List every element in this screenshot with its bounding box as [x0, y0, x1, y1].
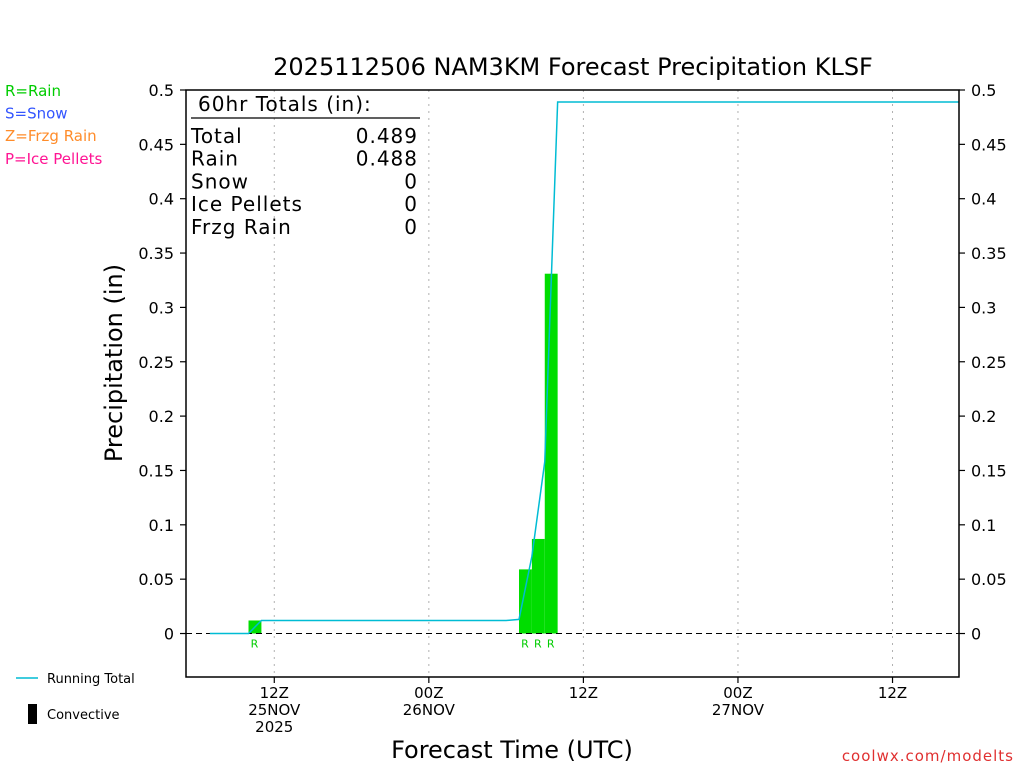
credit-text: coolwx.com/modelts — [842, 747, 1014, 765]
totals-row-label: Frzg Rain — [191, 215, 292, 239]
x-tick-label: 25NOV — [248, 701, 301, 719]
x-tick-label: 26NOV — [403, 701, 456, 719]
y-tick-label-left: 0.3 — [149, 298, 174, 317]
y-tick-label-left: 0 — [164, 625, 174, 644]
y-tick-label-right: 0.3 — [971, 298, 996, 317]
y-tick-label-left: 0.5 — [149, 81, 174, 100]
legend-entry: R=Rain — [5, 82, 61, 100]
y-tick-label-right: 0.4 — [971, 190, 996, 209]
precip-bar — [531, 538, 545, 634]
y-tick-label-left: 0.25 — [138, 353, 174, 372]
x-axis-label: Forecast Time (UTC) — [391, 736, 633, 764]
y-axis-label: Precipitation (in) — [100, 264, 128, 462]
precip-type-letter: R — [251, 638, 260, 651]
totals-row-label: Snow — [191, 169, 249, 193]
precip-bars — [248, 273, 558, 634]
y-tick-label-right: 0.15 — [971, 461, 1007, 480]
y-tick-label-right: 0.05 — [971, 570, 1007, 589]
x-tick-label: 12Z — [569, 684, 598, 702]
totals-header: 60hr Totals (in): — [198, 92, 372, 116]
totals-row-value: 0 — [404, 169, 418, 193]
convective-swatch — [28, 704, 37, 724]
x-tick-label: 00Z — [723, 684, 752, 702]
series-legend: Running Total Convective — [16, 672, 135, 724]
totals-row-value: 0.489 — [356, 124, 418, 148]
totals-row-label: Ice Pellets — [191, 192, 303, 216]
y-tick-label-left: 0.05 — [138, 570, 174, 589]
y-axis-left: 0 0.05 0.1 0.15 0.2 0.25 0.3 0.35 0.4 0.45 0.5 — [138, 81, 186, 644]
precip-bar — [519, 569, 532, 634]
precip-type-letter: R — [534, 638, 543, 651]
chart-title: 2025112506 NAM3KM Forecast Precipitation… — [273, 53, 873, 81]
y-tick-label-right: 0 — [971, 625, 981, 644]
y-tick-label-right: 0.25 — [971, 353, 1007, 372]
y-tick-label-left: 0.4 — [149, 190, 174, 209]
y-tick-label-left: 0.15 — [138, 461, 174, 480]
x-tick-label: 12Z — [260, 684, 289, 702]
legend-entry: S=Snow — [5, 105, 68, 123]
plot-frame — [185, 89, 960, 678]
totals-row-value: 0.488 — [356, 147, 418, 171]
precip-type-legend: R=Rain S=Snow Z=Frzg Rain P=Ice Pellets — [5, 82, 102, 168]
y-axis-right: 0 0.05 0.1 0.15 0.2 0.25 0.3 0.35 0.4 0.45 0.5 — [959, 81, 1007, 644]
running-total-line — [209, 101, 959, 635]
precip-type-letter: R — [521, 638, 530, 651]
totals-row-label: Total — [190, 124, 243, 148]
legend-line-label: Running Total — [47, 672, 135, 687]
y-tick-label-right: 0.35 — [971, 244, 1007, 263]
x-tick-label: 27NOV — [712, 701, 765, 719]
totals-row-value: 0 — [404, 192, 418, 216]
y-tick-label-right: 0.1 — [971, 516, 996, 535]
legend-line-label: Convective — [47, 708, 120, 723]
legend-entry: P=Ice Pellets — [5, 150, 102, 168]
y-tick-label-right: 0.45 — [971, 135, 1007, 154]
precip-bar — [544, 273, 558, 634]
precip-type-letter: R — [547, 638, 556, 651]
y-tick-label-left: 0.35 — [138, 244, 174, 263]
totals-row-label: Rain — [191, 147, 239, 171]
totals-box: 60hr Totals (in): Total 0.489 Rain 0.488 Snow… — [190, 92, 420, 239]
grid-lines — [273, 90, 894, 677]
legend-entry: Z=Frzg Rain — [5, 127, 97, 145]
x-tick-label: 2025 — [255, 718, 293, 736]
y-tick-label-right: 0.2 — [971, 407, 996, 426]
y-tick-label-right: 0.5 — [971, 81, 996, 100]
y-tick-label-left: 0.1 — [149, 516, 174, 535]
y-tick-label-left: 0.2 — [149, 407, 174, 426]
y-tick-label-left: 0.45 — [138, 135, 174, 154]
totals-row-value: 0 — [404, 215, 418, 239]
x-tick-label: 12Z — [878, 684, 907, 702]
x-tick-label: 00Z — [414, 684, 443, 702]
